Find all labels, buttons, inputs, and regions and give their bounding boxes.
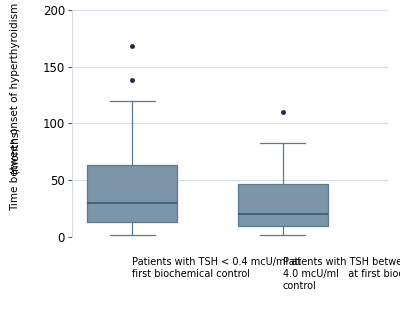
Text: Patients with TSH between 0.4 and
4.0 mcU/ml   at first biochemical
control: Patients with TSH between 0.4 and 4.0 mc… (283, 257, 400, 291)
Text: Time between onset of hyperthyroidism and surgery: Time between onset of hyperthyroidism an… (10, 0, 20, 211)
PathPatch shape (87, 165, 177, 222)
Text: (months): (months) (10, 127, 20, 174)
Text: Patients with TSH < 0.4 mcU/ml at
first biochemical control: Patients with TSH < 0.4 mcU/ml at first … (132, 257, 302, 279)
PathPatch shape (238, 184, 328, 226)
